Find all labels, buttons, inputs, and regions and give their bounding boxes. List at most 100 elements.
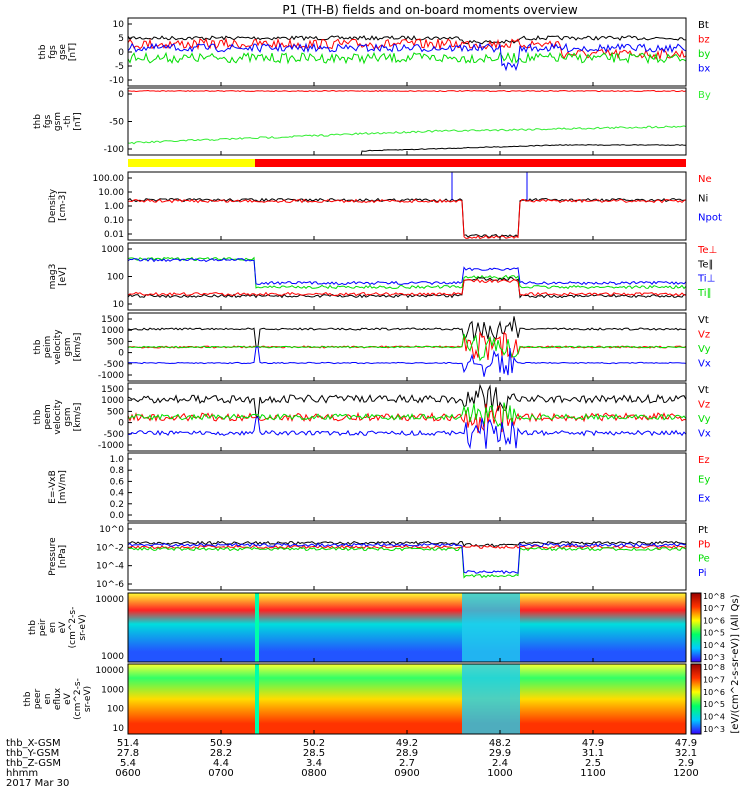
spectrogram-hole xyxy=(462,593,520,662)
series-bx xyxy=(128,42,686,72)
series-pressure xyxy=(128,540,686,579)
legend-temp-1: Te∥ xyxy=(697,259,714,270)
ylabel-peim-2: velocity xyxy=(53,329,63,365)
panel-fgs_gsm: thb fgs gsm -th [nT] 0 -50 -100 By xyxy=(33,87,711,156)
footer-value: 28.2 xyxy=(210,748,232,759)
colorbar-tick: 10^8 xyxy=(703,592,725,601)
ytick-peim-5: -1000 xyxy=(98,371,124,381)
ytick-fgs-3: -5 xyxy=(115,62,124,72)
footer-value: 2.9 xyxy=(678,758,694,769)
footer-value: 3.4 xyxy=(306,758,322,769)
colorbar-tick: 10^3 xyxy=(703,725,725,734)
ytick-fgs-2: 0 xyxy=(118,48,124,58)
footer-value: 32.1 xyxy=(675,748,697,759)
series-density xyxy=(128,172,686,240)
ylabel-fgs-2: gse xyxy=(58,44,68,60)
ytick-peem-0: 1500 xyxy=(101,385,124,395)
colorbars-group: 10^810^710^610^510^410^310^810^710^610^5… xyxy=(690,592,741,735)
ytick-temp-0: 1000 xyxy=(101,245,124,255)
footer-label: thb_Z-GSM xyxy=(6,758,61,769)
ylabel-peer-5: (cm^2-s- xyxy=(73,678,83,720)
panel-peir: thb peir en eV (cm^2-s-sr-eV) 10000 1000 xyxy=(28,592,687,663)
footer-value: 28.5 xyxy=(303,748,325,759)
footer-value: 47.9 xyxy=(675,738,697,749)
ytick-density-0: 100.00 xyxy=(93,174,125,184)
footer-value: 0600 xyxy=(115,768,140,779)
footer-label: thb_Y-GSM xyxy=(6,748,59,759)
footer-value: 50.9 xyxy=(210,738,232,749)
ylabel-fgs_gsm-4: [nT] xyxy=(73,112,83,130)
ytick-temp-2: 10 xyxy=(113,300,125,310)
ylabel-pressure-1: [nPa] xyxy=(58,545,68,568)
colorbar-tick: 10^6 xyxy=(703,688,725,697)
series-ref xyxy=(128,89,686,93)
ylabel-peer-0: thb xyxy=(23,691,33,706)
footer-value: 0900 xyxy=(394,768,419,779)
footer-value: 2.7 xyxy=(399,758,415,769)
footer-value: 1100 xyxy=(580,768,605,779)
ylabel-peir-0: thb xyxy=(28,620,38,635)
ylabel-pressure-0: Pressure xyxy=(48,537,58,576)
series-fgs xyxy=(128,35,686,72)
ytick-peer-2: 100 xyxy=(107,705,124,715)
legend-density-0: Ne xyxy=(698,174,712,185)
footer-label: hhmm xyxy=(6,768,38,779)
footer-value: 0700 xyxy=(208,768,233,779)
ylabel-peem-0: thb xyxy=(33,409,43,424)
series-vx xyxy=(128,346,686,377)
series-vy xyxy=(128,333,686,362)
plot-title: P1 (TH-B) fields and on-board moments ov… xyxy=(282,3,578,17)
legend-temp-3: Ti∥ xyxy=(697,288,712,299)
legend-peem-2: Vy xyxy=(698,414,711,425)
ylabel-peir-3: eV xyxy=(58,621,68,634)
legend-peim-3: Vx xyxy=(698,359,711,370)
footer-value: 4.4 xyxy=(213,758,229,769)
panel-temp: mag3 [eV] 1000 100 10 Te⊥ Te∥ Ti⊥ Ti∥ xyxy=(48,242,717,311)
ytick-pressure-0: 10^0 xyxy=(99,525,124,535)
legend-efield-0: Ez xyxy=(698,455,710,466)
ylabel-peem-4: [km/s] xyxy=(73,403,83,432)
ytick-density-2: 1.00 xyxy=(104,202,124,212)
ytick-peir-0: 10000 xyxy=(95,595,124,605)
spectrogram xyxy=(128,593,686,662)
ytick-peem-2: 500 xyxy=(107,407,124,417)
legend-pressure-2: Pe xyxy=(698,554,710,565)
colorbar-tick: 10^7 xyxy=(703,604,725,613)
ylabel-temp-0: mag3 xyxy=(48,264,58,290)
legend-fgs-3: bx xyxy=(698,64,710,75)
colorbar-tick: 10^3 xyxy=(703,653,725,662)
ylabel-density-1: [cm-3] xyxy=(58,191,68,221)
ytick-fgs-4: -10 xyxy=(109,76,124,86)
ytick-peer-3: 10 xyxy=(113,724,125,734)
ytick-pressure-2: 10^-4 xyxy=(96,562,124,572)
panel-efield: E=-VxB [mV/m] 1.00.80.6 0.40.20.0 Ez Ey Ex xyxy=(48,452,710,522)
ytick-peim-0: 1500 xyxy=(101,315,124,325)
spectrogram-gap xyxy=(255,664,259,734)
legend-peem-3: Vx xyxy=(698,429,711,440)
footer-value: 48.2 xyxy=(489,738,511,749)
series-peem xyxy=(128,383,686,450)
ytick-temp-1: 100 xyxy=(107,273,124,283)
ytick-density-3: 0.10 xyxy=(104,216,124,226)
legend-peim-2: Vy xyxy=(698,344,711,355)
footer-group: thb_X-GSM 51.4 50.9 50.2 49.2 48.2 47.9 47.9 thb… xyxy=(6,738,699,789)
ytick-efield-4: 0.2 xyxy=(110,500,124,510)
ytick-density-1: 10.00 xyxy=(98,188,124,198)
series-By xyxy=(128,125,686,145)
footer-value: 2.5 xyxy=(585,758,601,769)
ytick-efield-5: 0.0 xyxy=(110,511,125,521)
ytick-pressure-1: 10^-2 xyxy=(96,543,124,553)
panel-fgs: thb fgs gse [nT] 10 5 0 -5 -10 Bt bz by bx xyxy=(38,17,710,87)
ylabel-fgs_gsm-2: gsm xyxy=(53,112,63,131)
series-vz xyxy=(128,403,686,434)
ylabel-peer-1: peer xyxy=(33,688,43,709)
footer-value: 27.8 xyxy=(117,748,139,759)
footer-value: 2.4 xyxy=(492,758,508,769)
ylabel-peir-5: sr-eV) xyxy=(78,614,88,640)
series-tepar xyxy=(128,276,686,299)
ytick-fgs-1: 5 xyxy=(118,34,124,44)
legend-fgs-2: by xyxy=(698,49,710,60)
